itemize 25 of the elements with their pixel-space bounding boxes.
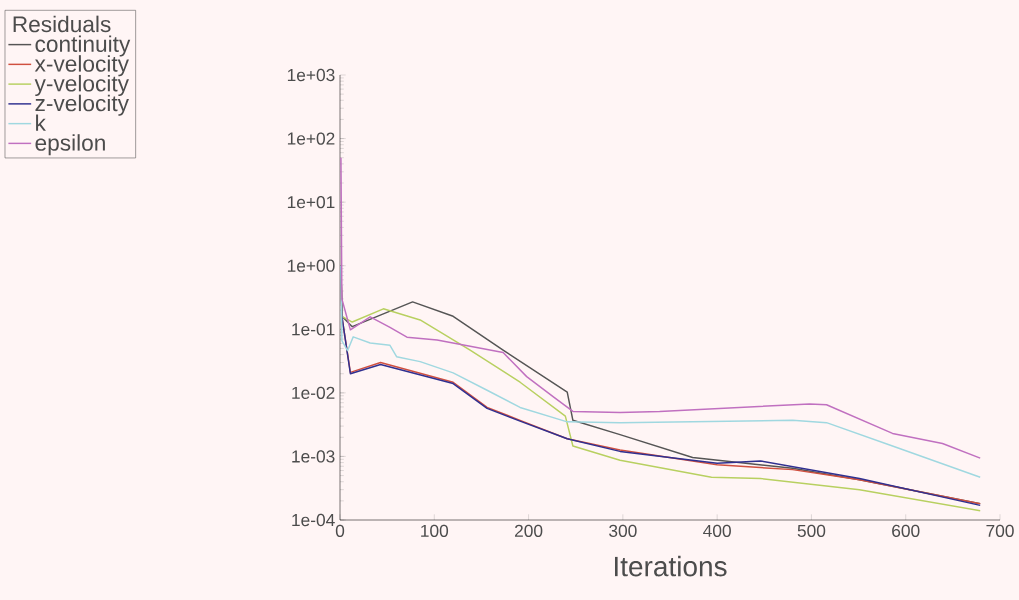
y-tick-label: 1e+03: [287, 68, 335, 82]
x-tick-label: 400: [703, 524, 731, 537]
y-tick-label: 1e-02: [292, 386, 335, 399]
x-axis-title: Iterations: [615, 555, 727, 577]
legend-title: Residuals: [13, 15, 111, 33]
x-tick-label: 500: [797, 524, 826, 537]
legend-label: k: [36, 114, 46, 131]
x-tick-label: 300: [609, 524, 637, 537]
legend-label: z-velocity: [35, 94, 129, 116]
y-tick-label: 1e+02: [287, 132, 335, 145]
line-series: [340, 156, 981, 459]
y-tick-label: 1e-01: [292, 323, 335, 336]
x-tick-label: 200: [514, 524, 543, 537]
legend-label: y-velocity: [34, 74, 129, 97]
legend-label: epsilon: [35, 134, 105, 156]
y-tick-label: 1e+00: [287, 259, 335, 272]
y-tick-label: 1e-03: [292, 450, 335, 463]
y-tick-label: 1e+01: [287, 196, 335, 209]
legend-label: x-velocity: [34, 55, 129, 77]
y-tick-label: 1e-04: [292, 513, 335, 527]
x-tick-label: 0: [335, 524, 345, 537]
x-tick-label: 100: [421, 524, 449, 537]
x-tick-label: 600: [892, 524, 920, 537]
x-tick-label: 700: [986, 524, 1014, 537]
legend-label: continuity: [35, 35, 131, 57]
